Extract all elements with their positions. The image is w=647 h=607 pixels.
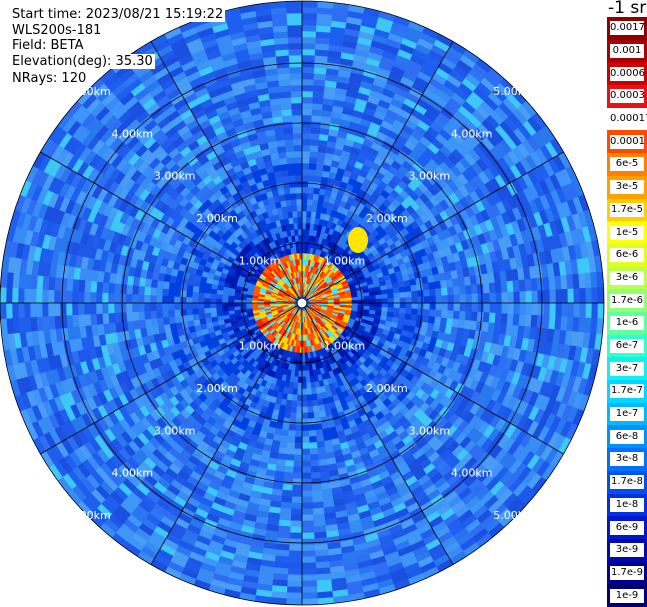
colorbar-segment: 3e-7	[607, 357, 647, 381]
colorbar-segment: 6e-9	[607, 516, 647, 540]
radar-center-marker	[296, 297, 308, 309]
azimuth-spoke	[301, 151, 564, 304]
colorbar-segment: 1.7e-8	[607, 470, 647, 495]
range-label: 3.00km	[154, 424, 196, 437]
colorbar-segment: 6e-7	[607, 334, 647, 358]
units-label: -1 sr	[608, 0, 647, 18]
colorbar-tick-label: 0.0001	[610, 134, 645, 149]
range-labels: 1.00km 1.00km 1.00km 1.00km 2.00km 2.00km 2.00…	[69, 85, 535, 522]
colorbar-segment: 1e-9	[607, 584, 647, 607]
azimuth-spoke	[150, 302, 303, 565]
colorbar-tick-label: 1e-6	[610, 316, 644, 331]
range-label: 2.00km	[366, 382, 408, 395]
start-time-label: Start time: 2023/08/21 15:19:22	[10, 7, 226, 22]
azimuth-spoke	[301, 302, 454, 565]
colorbar-tick-label: 0.0017	[610, 21, 645, 36]
colorbar-tick-label: 1.7e-8	[610, 475, 644, 490]
colorbar-segment: 1.7e-9	[607, 561, 647, 585]
range-label: 1.00km	[324, 255, 366, 268]
range-grid	[0, 0, 605, 606]
colorbar-segment: 1e-6	[607, 312, 647, 336]
colorbar-segment: 1e-8	[607, 493, 647, 517]
range-label: 1.00km	[324, 339, 366, 352]
colorbar-tick-label: 3e-8	[610, 452, 644, 467]
colorbar-segment: 3e-8	[607, 448, 647, 472]
colorbar-segment: 1.7e-5	[607, 198, 647, 222]
colorbar-tick-label: 0.0006	[610, 66, 645, 81]
colorbar-segment: 1.7e-7	[607, 380, 647, 404]
colorbar-segment: 3e-6	[607, 266, 647, 290]
colorbar-segment: 1e-5	[607, 221, 647, 245]
range-label: 3.00km	[154, 170, 196, 183]
colorbar-tick-label: 6e-6	[610, 248, 644, 263]
colorbar-tick-label: 1e-9	[610, 588, 644, 603]
range-label: 1.00km	[239, 255, 281, 268]
range-label: 4.00km	[112, 467, 154, 480]
field-label: Field: BETA	[10, 38, 86, 53]
range-label: 4.00km	[112, 127, 154, 140]
range-label: 1.00km	[239, 339, 281, 352]
colorbar-segment: 0.0006	[607, 62, 647, 86]
azimuth-spoke	[40, 151, 303, 304]
range-label: 2.00km	[366, 212, 408, 225]
azimuth-spoke	[150, 41, 303, 304]
range-label: 5.00km	[493, 509, 535, 522]
colorbar-tick-label: 1e-5	[610, 225, 644, 240]
colorbar-tick-label: 0.00017	[610, 112, 647, 127]
colorbar-tick-label: 3e-9	[610, 543, 644, 558]
colorbar-segment: 0.0001	[607, 130, 647, 154]
range-label: 5.00km	[69, 509, 111, 522]
range-label: 4.00km	[451, 467, 493, 480]
colorbar-segment: 0.001	[607, 39, 647, 63]
instrument-label: WLS200s-181	[10, 23, 104, 38]
colorbar-tick-label: 3e-5	[610, 180, 644, 195]
colorbar-tick-label: 3e-6	[610, 270, 644, 285]
colorbar-tick-label: 1.7e-9	[610, 565, 644, 580]
colorbar-tick-label: 1.7e-6	[610, 293, 644, 308]
colorbar-tick-label: 6e-5	[610, 157, 644, 172]
colorbar-tick-label: 0.001	[610, 44, 644, 59]
colorbar-segment: 0.0017	[607, 17, 647, 41]
azimuth-spoke	[40, 302, 303, 455]
azimuth-spoke	[301, 302, 564, 455]
range-label: 5.00km	[493, 85, 535, 98]
range-label: 5.00km	[69, 85, 111, 98]
colorbar-tick-label: 0.0003	[610, 89, 645, 104]
range-label: 4.00km	[451, 127, 493, 140]
colorbar-tick-label: 6e-9	[610, 520, 644, 535]
colorbar: 0.0017 0.001 0.0006 0.0003 0.00017 0.0001 6e-5…	[607, 17, 647, 607]
elevation-label: Elevation(deg): 35.30	[10, 54, 155, 69]
colorbar-tick-label: 3e-7	[610, 361, 644, 376]
colorbar-segment: 1.7e-6	[607, 289, 647, 313]
colorbar-tick-label: 1e-8	[610, 497, 644, 512]
colorbar-segment: 1e-7	[607, 402, 647, 426]
colorbar-segment: 6e-5	[607, 153, 647, 177]
colorbar-segment: 0.0003	[607, 85, 647, 109]
range-label: 3.00km	[409, 170, 451, 183]
range-label: 2.00km	[196, 382, 238, 395]
colorbar-segment: 6e-8	[607, 425, 647, 449]
colorbar-segment: 6e-6	[607, 243, 647, 268]
colorbar-tick-label: 1.7e-7	[610, 384, 644, 399]
colorbar-segment: 3e-9	[607, 538, 647, 563]
colorbar-tick-label: 1.7e-5	[610, 202, 644, 217]
colorbar-segment: 3e-5	[607, 175, 647, 200]
colorbar-tick-label: 1e-7	[610, 407, 644, 422]
colorbar-tick-label: 6e-7	[610, 339, 644, 354]
nrays-label: NRays: 120	[10, 71, 89, 86]
ppi-radar-plot: 1.00km 1.00km 1.00km 1.00km 2.00km 2.00km 2.00…	[0, 0, 605, 606]
range-label: 2.00km	[196, 212, 238, 225]
colorbar-segment: 0.00017	[607, 107, 647, 131]
azimuth-spoke	[301, 41, 454, 304]
colorbar-tick-label: 6e-8	[610, 429, 644, 444]
range-label: 3.00km	[409, 424, 451, 437]
